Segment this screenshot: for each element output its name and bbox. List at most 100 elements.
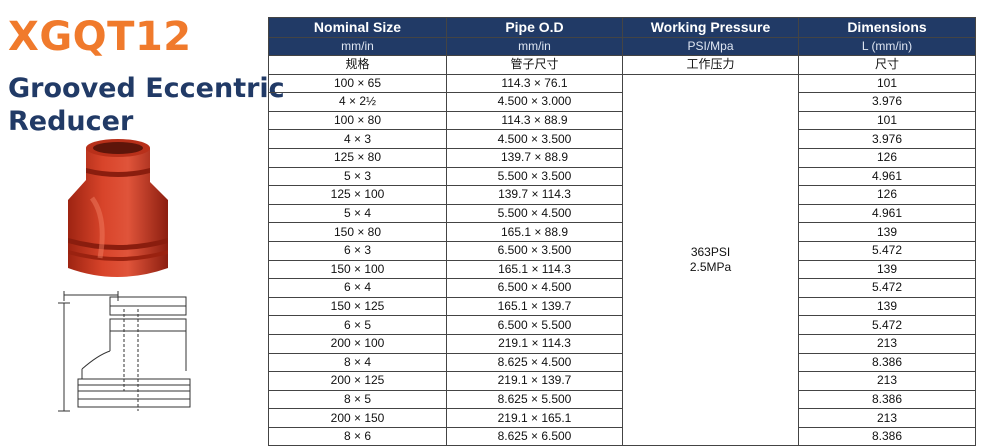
cell-pipe-od: 6.500 × 4.500 (446, 278, 623, 298)
table-row: 8 × 5 8.625 × 5.500 8.386 (268, 389, 976, 410)
header-row: Nominal Size Pipe O.D Working Pressure D… (268, 17, 976, 38)
cell-pipe-od: 6.500 × 5.500 (446, 315, 623, 335)
table-row: 6 × 4 6.500 × 4.500 5.472 (268, 278, 976, 298)
table-row: 100 × 80 114.3 × 88.9 101 (268, 110, 976, 131)
cell-pipe-od: 219.1 × 165.1 (446, 408, 623, 428)
table-row: 8 × 6 8.625 × 6.500 8.386 (268, 426, 976, 446)
cell-pipe-od: 165.1 × 139.7 (446, 296, 623, 317)
product-title-line1: Grooved Eccentric (8, 73, 285, 104)
cell-dimension: 213 (798, 333, 976, 354)
table-row: 150 × 125 165.1 × 139.7 139 (268, 296, 976, 317)
cell-dimension: 3.976 (798, 92, 976, 112)
unit-working-pressure: PSI/Mpa (622, 37, 799, 56)
cell-nominal-size: 200 × 125 (268, 371, 447, 391)
cell-pipe-od: 4.500 × 3.500 (446, 129, 623, 149)
cell-nominal-size: 125 × 80 (268, 147, 447, 168)
cn-header-dim: 尺寸 (798, 55, 976, 75)
cell-dimension: 8.386 (798, 352, 976, 373)
cell-dimension: 139 (798, 296, 976, 317)
table-row: 200 × 100 219.1 × 114.3 213 (268, 333, 976, 354)
cell-nominal-size: 150 × 80 (268, 222, 447, 242)
cell-nominal-size: 150 × 100 (268, 259, 447, 280)
cell-pipe-od: 219.1 × 114.3 (446, 333, 623, 354)
reducer-drawing (58, 291, 191, 412)
pressure-mpa: 2.5MPa (689, 260, 732, 275)
table-row: 150 × 100 165.1 × 114.3 139 (268, 259, 976, 280)
header-dimensions: Dimensions (798, 17, 976, 38)
table-row: 6 × 5 6.500 × 5.500 5.472 (268, 315, 976, 335)
cell-pipe-od: 139.7 × 114.3 (446, 185, 623, 205)
cell-nominal-size: 200 × 100 (268, 333, 447, 354)
cell-pipe-od: 6.500 × 3.500 (446, 240, 623, 261)
reducer-photo (68, 139, 168, 277)
cn-header-pressure: 工作压力 (622, 55, 799, 75)
cell-nominal-size: 125 × 100 (268, 185, 447, 205)
cell-pipe-od: 114.3 × 76.1 (446, 73, 623, 94)
cell-dimension: 3.976 (798, 129, 976, 149)
cell-pipe-od: 5.500 × 3.500 (446, 166, 623, 187)
cell-nominal-size: 5 × 3 (268, 166, 447, 187)
cn-header-size: 规格 (268, 55, 447, 75)
cell-pipe-od: 8.625 × 5.500 (446, 389, 623, 410)
cell-nominal-size: 100 × 80 (268, 110, 447, 131)
table-row: 125 × 80 139.7 × 88.9 126 (268, 147, 976, 168)
table-row: 5 × 4 5.500 × 4.500 4.961 (268, 203, 976, 224)
table-row: 5 × 3 5.500 × 3.500 4.961 (268, 166, 976, 187)
cn-header-row: 规格 管子尺寸 工作压力 尺寸 (268, 55, 976, 75)
cell-dimension: 8.386 (798, 426, 976, 446)
table-row: 4 × 2½ 4.500 × 3.000 3.976 (268, 92, 976, 112)
cell-nominal-size: 4 × 3 (268, 129, 447, 149)
cell-dimension: 139 (798, 222, 976, 242)
unit-nominal-size: mm/in (268, 37, 447, 56)
cell-dimension: 5.472 (798, 278, 976, 298)
table-row: 125 × 100 139.7 × 114.3 126 (268, 185, 976, 205)
cell-dimension: 126 (798, 147, 976, 168)
cell-dimension: 5.472 (798, 315, 976, 335)
header-nominal-size: Nominal Size (268, 17, 447, 38)
cell-nominal-size: 100 × 65 (268, 73, 447, 94)
cell-pipe-od: 8.625 × 6.500 (446, 426, 623, 446)
header-pipe-od: Pipe O.D (446, 17, 623, 38)
cell-pipe-od: 165.1 × 114.3 (446, 259, 623, 280)
cell-pipe-od: 5.500 × 4.500 (446, 203, 623, 224)
cell-pipe-od: 114.3 × 88.9 (446, 110, 623, 131)
pressure-psi: 363PSI (690, 245, 731, 260)
cell-dimension: 101 (798, 73, 976, 94)
table-row: 6 × 3 6.500 × 3.500 5.472 (268, 240, 976, 261)
product-title: Grooved Eccentric Reducer (8, 72, 285, 138)
cell-dimension: 213 (798, 408, 976, 428)
units-row: mm/in mm/in PSI/Mpa L (mm/in) (268, 37, 976, 56)
cell-nominal-size: 200 × 150 (268, 408, 447, 428)
cell-pipe-od: 219.1 × 139.7 (446, 371, 623, 391)
spec-table: Nominal Size Pipe O.D Working Pressure D… (268, 17, 976, 446)
cell-dimension: 139 (798, 259, 976, 280)
header-working-pressure: Working Pressure (622, 17, 799, 38)
product-title-line2: Reducer (8, 106, 134, 137)
cell-nominal-size: 6 × 4 (268, 278, 447, 298)
cell-pipe-od: 8.625 × 4.500 (446, 352, 623, 373)
cell-dimension: 8.386 (798, 389, 976, 410)
cell-nominal-size: 8 × 5 (268, 389, 447, 410)
cell-dimension: 4.961 (798, 203, 976, 224)
cell-dimension: 4.961 (798, 166, 976, 187)
cell-working-pressure: 363PSI 2.5MPa (622, 73, 799, 446)
table-row: 4 × 3 4.500 × 3.500 3.976 (268, 129, 976, 149)
cell-nominal-size: 6 × 3 (268, 240, 447, 261)
cell-nominal-size: 8 × 6 (268, 426, 447, 446)
cell-pipe-od: 139.7 × 88.9 (446, 147, 623, 168)
cn-header-od: 管子尺寸 (446, 55, 623, 75)
table-row: 8 × 4 8.625 × 4.500 8.386 (268, 352, 976, 373)
cell-nominal-size: 5 × 4 (268, 203, 447, 224)
cell-nominal-size: 8 × 4 (268, 352, 447, 373)
table-row: 200 × 150 219.1 × 165.1 213 (268, 408, 976, 428)
cell-nominal-size: 4 × 2½ (268, 92, 447, 112)
unit-dimensions: L (mm/in) (798, 37, 976, 56)
table-row: 150 × 80 165.1 × 88.9 139 (268, 222, 976, 242)
table-row: 100 × 65 114.3 × 76.1 363PSI 2.5MPa 101 (268, 73, 976, 446)
unit-pipe-od: mm/in (446, 37, 623, 56)
table-row: 200 × 125 219.1 × 139.7 213 (268, 371, 976, 391)
cell-nominal-size: 6 × 5 (268, 315, 447, 335)
cell-dimension: 126 (798, 185, 976, 205)
cell-dimension: 101 (798, 110, 976, 131)
cell-nominal-size: 150 × 125 (268, 296, 447, 317)
